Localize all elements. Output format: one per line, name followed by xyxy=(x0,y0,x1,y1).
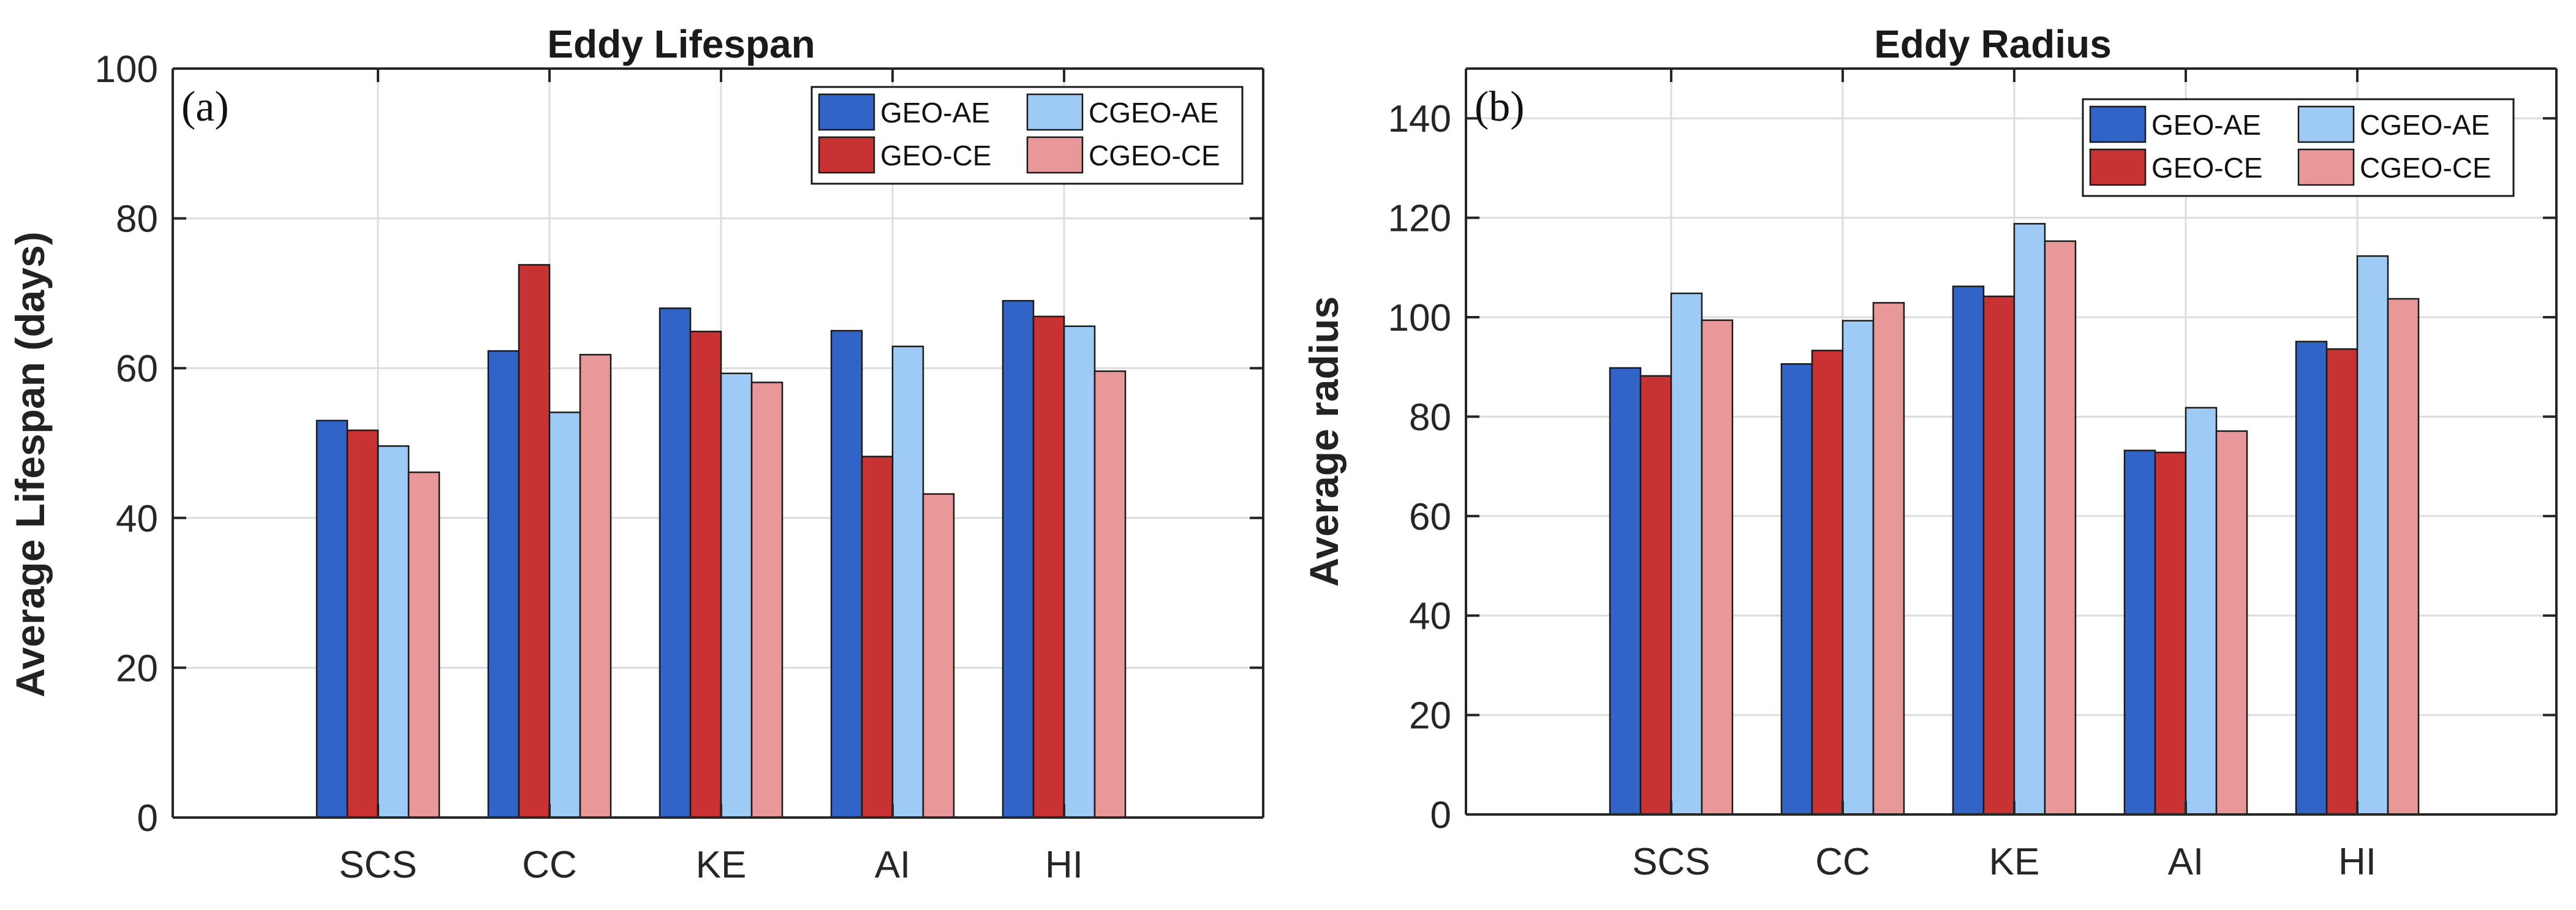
bar-geo-ce-scs xyxy=(1639,375,1672,816)
bar-cgeo-ce-ke xyxy=(750,382,784,819)
legend-label: GEO-CE xyxy=(2151,152,2262,184)
bar-cgeo-ae-hi xyxy=(2356,255,2389,816)
bar-geo-ae-ai xyxy=(2123,449,2156,816)
bar-cgeo-ce-hi xyxy=(2387,298,2420,816)
x-tick-label: HI xyxy=(2338,841,2376,883)
y-tick-label: 100 xyxy=(95,48,158,91)
legend-swatch-geo-ce xyxy=(2089,148,2147,186)
bar-cgeo-ae-cc xyxy=(548,412,581,819)
legend-swatch-cgeo-ae xyxy=(1026,93,1084,131)
legend-swatch-cgeo-ae xyxy=(2297,105,2355,143)
legend-swatch-geo-ae xyxy=(818,93,875,131)
bar-geo-ae-cc xyxy=(1780,363,1813,816)
legend-label: GEO-CE xyxy=(880,140,991,171)
legend-label: CGEO-CE xyxy=(1089,140,1220,171)
x-tick-label: CC xyxy=(522,844,577,886)
panel-lifespan: 0 20 40 60 80 100 SCS CC KE AI HI Eddy Lifespan Aver… xyxy=(7,22,1264,886)
bar-cgeo-ce-scs xyxy=(407,471,440,819)
legend-label: CGEO-AE xyxy=(1089,97,1218,129)
y-axis-label: Average Lifespan (days) xyxy=(7,231,53,697)
legend-swatch-geo-ce xyxy=(818,136,875,174)
bar-cgeo-ce-hi xyxy=(1093,370,1127,819)
y-tick-label: 80 xyxy=(1409,396,1451,438)
bar-geo-ae-hi xyxy=(1002,299,1035,819)
y-tick-label: 120 xyxy=(1388,198,1451,240)
bar-cgeo-ae-ke xyxy=(720,372,753,819)
bar-geo-ce-hi xyxy=(1032,315,1065,819)
bar-geo-ce-hi xyxy=(2325,348,2359,816)
bar-cgeo-ce-ai xyxy=(2215,430,2248,816)
axes xyxy=(172,67,1264,819)
bars xyxy=(315,264,1127,819)
panel-radius: 0 20 40 60 80 100 120 140 SCS CC KE AI HI Eddy Radius… xyxy=(1301,22,2558,883)
bar-cgeo-ae-cc xyxy=(1841,320,1875,816)
y-tick-label: 0 xyxy=(137,797,158,840)
bar-geo-ae-hi xyxy=(2295,340,2328,816)
bar-geo-ae-cc xyxy=(487,350,520,819)
bar-geo-ce-ai xyxy=(2154,451,2187,816)
x-tick-label: HI xyxy=(1045,844,1083,886)
bar-cgeo-ce-cc xyxy=(1872,302,1905,816)
y-tick-label: 80 xyxy=(116,198,158,241)
bar-geo-ce-ke xyxy=(689,331,722,819)
bar-geo-ae-scs xyxy=(1609,367,1642,816)
y-tick-label: 20 xyxy=(116,647,158,690)
bar-geo-ae-ke xyxy=(659,307,692,819)
legend: GEO-AE GEO-CE CGEO-AE CGEO-CE xyxy=(810,86,1244,185)
y-tick-label: 60 xyxy=(1409,496,1451,538)
chart-title: Eddy Radius xyxy=(1874,22,2112,66)
bar-geo-ce-cc xyxy=(1811,350,1844,816)
y-tick-label: 40 xyxy=(116,498,158,540)
bar-geo-ae-ke xyxy=(1952,285,1985,816)
y-axis-label: Average radius xyxy=(1301,296,1347,587)
bar-cgeo-ce-scs xyxy=(1701,319,1734,816)
bar-cgeo-ce-ke xyxy=(2044,240,2077,816)
bars xyxy=(1609,223,2420,816)
y-tick-label: 20 xyxy=(1409,695,1451,737)
legend: GEO-AE GEO-CE CGEO-AE CGEO-CE xyxy=(2082,98,2515,197)
bar-geo-ce-ai xyxy=(861,456,894,819)
bar-geo-ce-scs xyxy=(346,429,379,819)
bar-cgeo-ae-ai xyxy=(891,345,924,819)
legend-label: GEO-AE xyxy=(2151,109,2261,141)
bar-cgeo-ae-ke xyxy=(2013,223,2046,816)
axes xyxy=(1465,67,2558,816)
y-tick-label: 40 xyxy=(1409,595,1451,637)
bar-geo-ae-ai xyxy=(830,329,863,819)
bar-cgeo-ae-scs xyxy=(1670,292,1703,816)
x-tick-label: KE xyxy=(1989,841,2040,883)
y-tick-label: 60 xyxy=(116,348,158,390)
bar-geo-ae-scs xyxy=(315,419,349,819)
bar-cgeo-ce-ai xyxy=(922,493,955,819)
legend-label: GEO-AE xyxy=(880,97,990,129)
legend-swatch-cgeo-ce xyxy=(1026,136,1084,174)
x-tick-label: SCS xyxy=(339,844,417,886)
panel-label: (a) xyxy=(181,83,229,130)
legend-label: CGEO-AE xyxy=(2360,109,2490,141)
bar-cgeo-ce-cc xyxy=(579,353,612,819)
legend-swatch-cgeo-ce xyxy=(2297,148,2355,186)
legend-label: CGEO-CE xyxy=(2360,152,2491,184)
bar-cgeo-ae-hi xyxy=(1063,325,1096,819)
bar-cgeo-ae-scs xyxy=(377,445,410,819)
x-tick-label: KE xyxy=(696,844,747,886)
bar-cgeo-ae-ai xyxy=(2185,407,2218,816)
y-tick-label: 0 xyxy=(1430,794,1451,837)
legend-swatch-geo-ae xyxy=(2089,105,2147,143)
chart-title: Eddy Lifespan xyxy=(547,22,815,66)
x-tick-label: SCS xyxy=(1632,841,1710,883)
y-tick-label: 100 xyxy=(1388,297,1451,339)
x-tick-label: CC xyxy=(1815,841,1870,883)
panel-label: (b) xyxy=(1475,83,1525,130)
x-tick-label: AI xyxy=(2168,841,2204,883)
bar-geo-ce-ke xyxy=(1982,295,2015,816)
y-tick-label: 140 xyxy=(1388,98,1451,140)
bar-geo-ce-cc xyxy=(518,264,551,819)
x-tick-label: AI xyxy=(875,844,911,886)
